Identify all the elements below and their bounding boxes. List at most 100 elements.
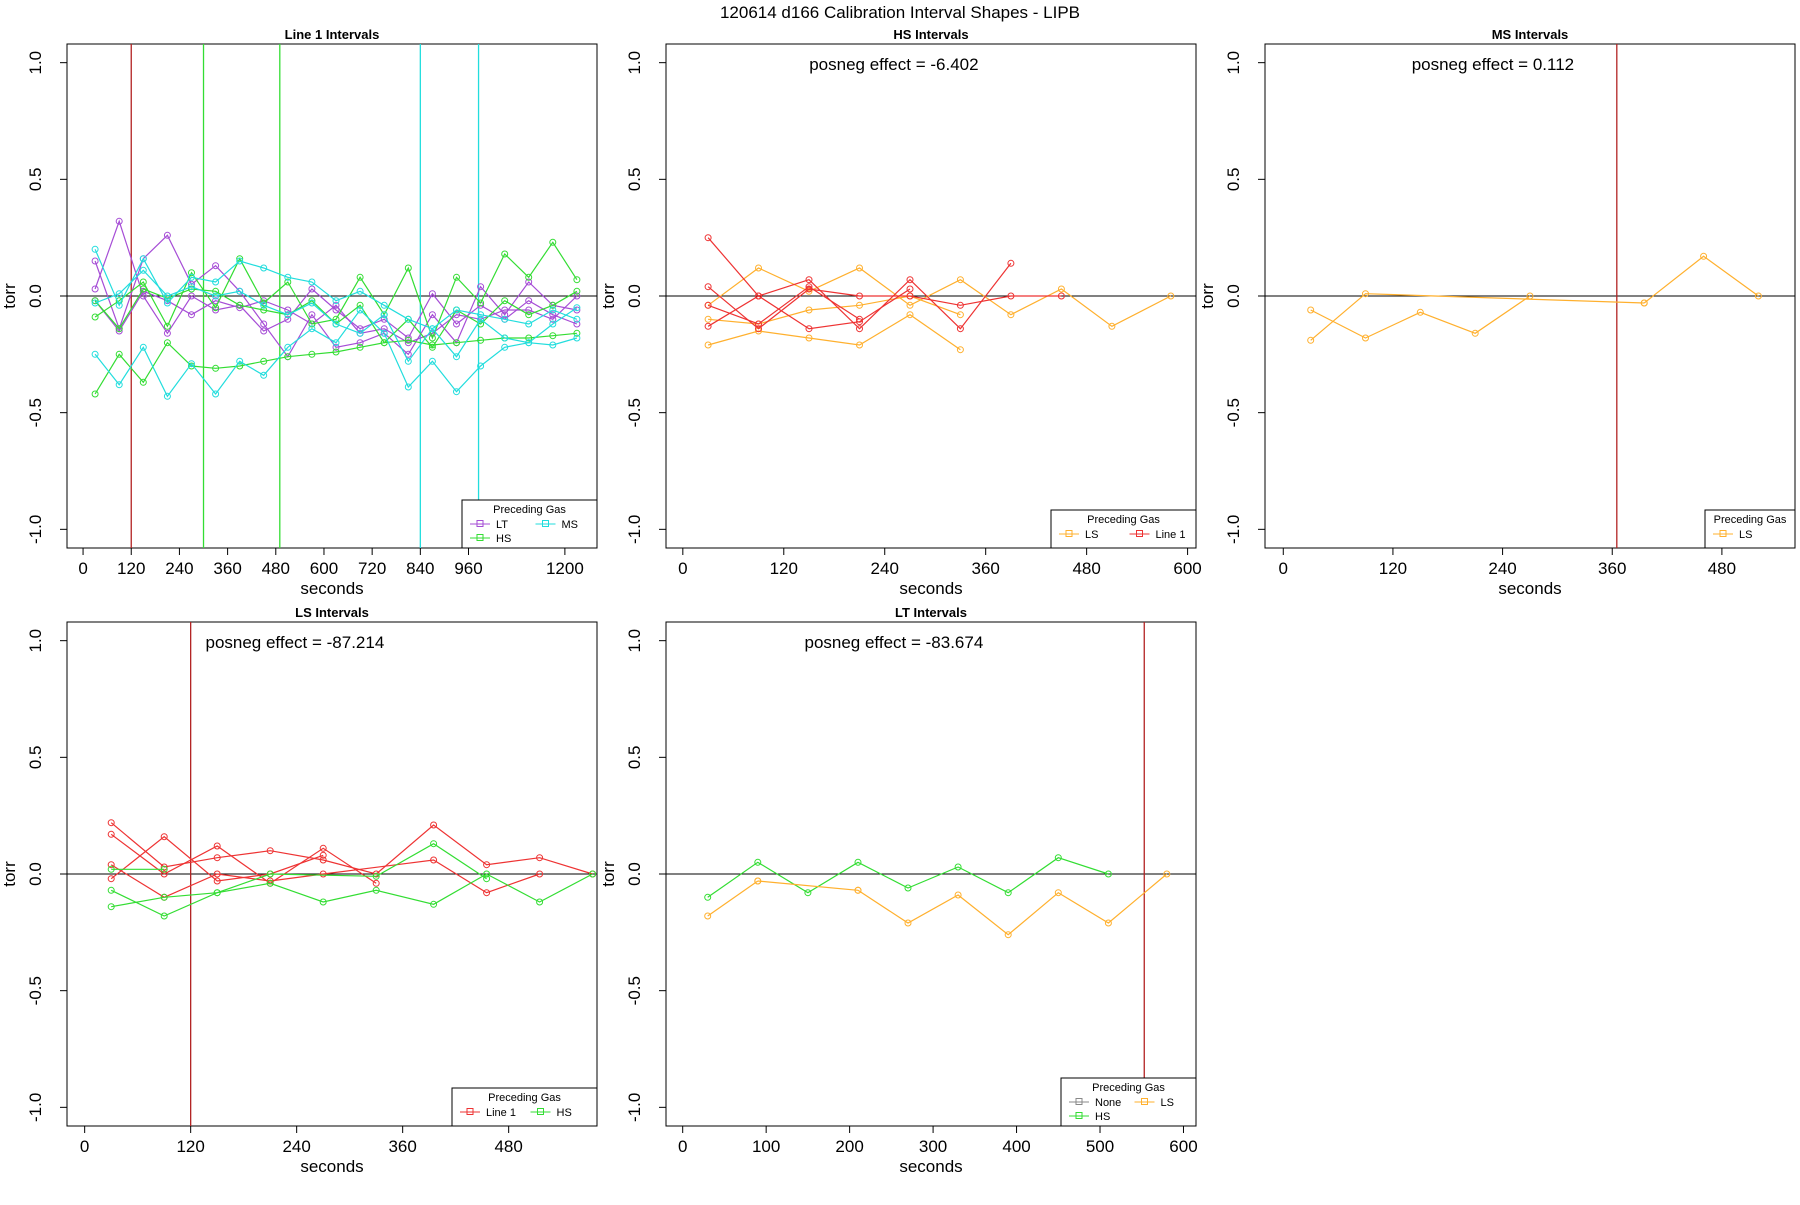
- x-tick-label: 0: [1279, 559, 1288, 578]
- data-point: [107, 903, 115, 911]
- data-point: [260, 357, 268, 365]
- data-point: [107, 875, 115, 883]
- data-point: [356, 329, 364, 337]
- legend-title: Preceding Gas: [1714, 514, 1787, 526]
- data-point: [380, 325, 388, 333]
- chart-title: LS Intervals: [295, 605, 369, 620]
- x-tick-label: 0: [678, 559, 687, 578]
- y-tick-label: 0.0: [1224, 284, 1243, 308]
- y-tick-label: 0.0: [26, 862, 45, 886]
- data-point: [266, 870, 274, 878]
- data-point: [430, 821, 438, 829]
- data-point: [380, 329, 388, 337]
- data-point: [188, 292, 195, 300]
- data-point: [954, 863, 962, 871]
- data-point: [160, 893, 168, 901]
- x-tick-label: 720: [358, 559, 386, 578]
- data-point: [163, 329, 171, 337]
- series-hs: [107, 840, 491, 911]
- data-point: [107, 886, 115, 894]
- data-point: [356, 339, 364, 347]
- data-point: [260, 371, 268, 379]
- data-point: [573, 276, 581, 284]
- data-point: [404, 334, 412, 342]
- legend: Preceding Gas LS: [1704, 509, 1796, 549]
- data-point: [213, 854, 221, 862]
- data-point: [453, 388, 460, 396]
- series-hs: [704, 854, 1112, 901]
- legend: Preceding Gas LT HS MS: [461, 499, 598, 549]
- data-point: [139, 278, 147, 286]
- data-point: [430, 840, 438, 848]
- data-point: [483, 889, 491, 897]
- data-point: [856, 341, 863, 349]
- data-point: [549, 311, 557, 319]
- series-ls: [1307, 290, 1648, 344]
- data-point: [308, 320, 316, 328]
- legend: Preceding Gas Line 1 HS: [451, 1087, 598, 1127]
- data-point: [332, 339, 340, 347]
- data-point: [163, 231, 171, 239]
- legend-box: [1050, 509, 1197, 549]
- y-tick-label: -0.5: [26, 976, 45, 1005]
- plot-area: [704, 234, 1175, 354]
- series-line: [94, 234, 578, 358]
- legend-marker: [1141, 1098, 1148, 1105]
- data-point: [139, 266, 147, 274]
- data-point: [236, 357, 244, 365]
- data-point: [332, 320, 340, 328]
- data-point: [525, 311, 533, 319]
- legend-entry-label: LS: [1161, 1097, 1174, 1109]
- data-point: [372, 879, 380, 887]
- data-point: [160, 870, 168, 878]
- x-tick-label: 0: [78, 559, 87, 578]
- y-axis-label: torr: [599, 283, 618, 309]
- data-point: [163, 299, 171, 307]
- series-line: [110, 873, 593, 917]
- data-point: [1700, 252, 1708, 260]
- y-tick-label: 0.5: [625, 168, 644, 192]
- series-line-1: [107, 819, 597, 878]
- legend-entry-label: HS: [557, 1107, 572, 1119]
- data-point: [805, 325, 813, 333]
- data-point: [332, 315, 340, 323]
- posneg-annotation: posneg effect = 0.112: [1412, 55, 1574, 74]
- legend-entry-label: HS: [496, 533, 511, 545]
- data-point: [356, 287, 364, 295]
- data-point: [1004, 889, 1012, 897]
- series-line: [707, 880, 759, 917]
- series-line: [111, 842, 487, 908]
- data-point: [139, 285, 147, 293]
- x-tick-label: 360: [1598, 559, 1626, 578]
- x-tick-label: 240: [1488, 559, 1516, 578]
- posneg-annotation: posneg effect = -83.674: [804, 633, 983, 652]
- data-point: [1007, 292, 1015, 300]
- data-point: [308, 350, 316, 358]
- series-line: [94, 290, 578, 344]
- legend-entry-label: LT: [496, 519, 508, 531]
- data-point: [477, 362, 485, 370]
- data-point: [332, 301, 340, 309]
- data-point: [430, 856, 438, 864]
- plot-area: [91, 44, 581, 548]
- data-point: [704, 234, 712, 242]
- legend-marker: [1075, 1098, 1083, 1105]
- data-point: [573, 315, 581, 323]
- data-point: [308, 278, 316, 286]
- y-tick-label: -1.0: [625, 515, 644, 544]
- legend: Preceding Gas LS Line 1: [1050, 509, 1197, 549]
- y-axis-label: torr: [599, 861, 618, 887]
- x-tick-label: 120: [1379, 559, 1407, 578]
- data-point: [1057, 292, 1065, 300]
- data-point: [308, 299, 316, 307]
- legend-entry-label: MS: [562, 519, 579, 531]
- data-point: [856, 315, 863, 323]
- y-axis-label: torr: [0, 283, 19, 309]
- y-tick-label: -1.0: [26, 1093, 45, 1122]
- data-point: [236, 257, 244, 265]
- data-point: [1104, 919, 1112, 927]
- y-tick-label: -1.0: [1224, 515, 1243, 544]
- data-point: [754, 877, 762, 885]
- y-tick-label: 0.0: [625, 284, 644, 308]
- data-point: [107, 819, 115, 827]
